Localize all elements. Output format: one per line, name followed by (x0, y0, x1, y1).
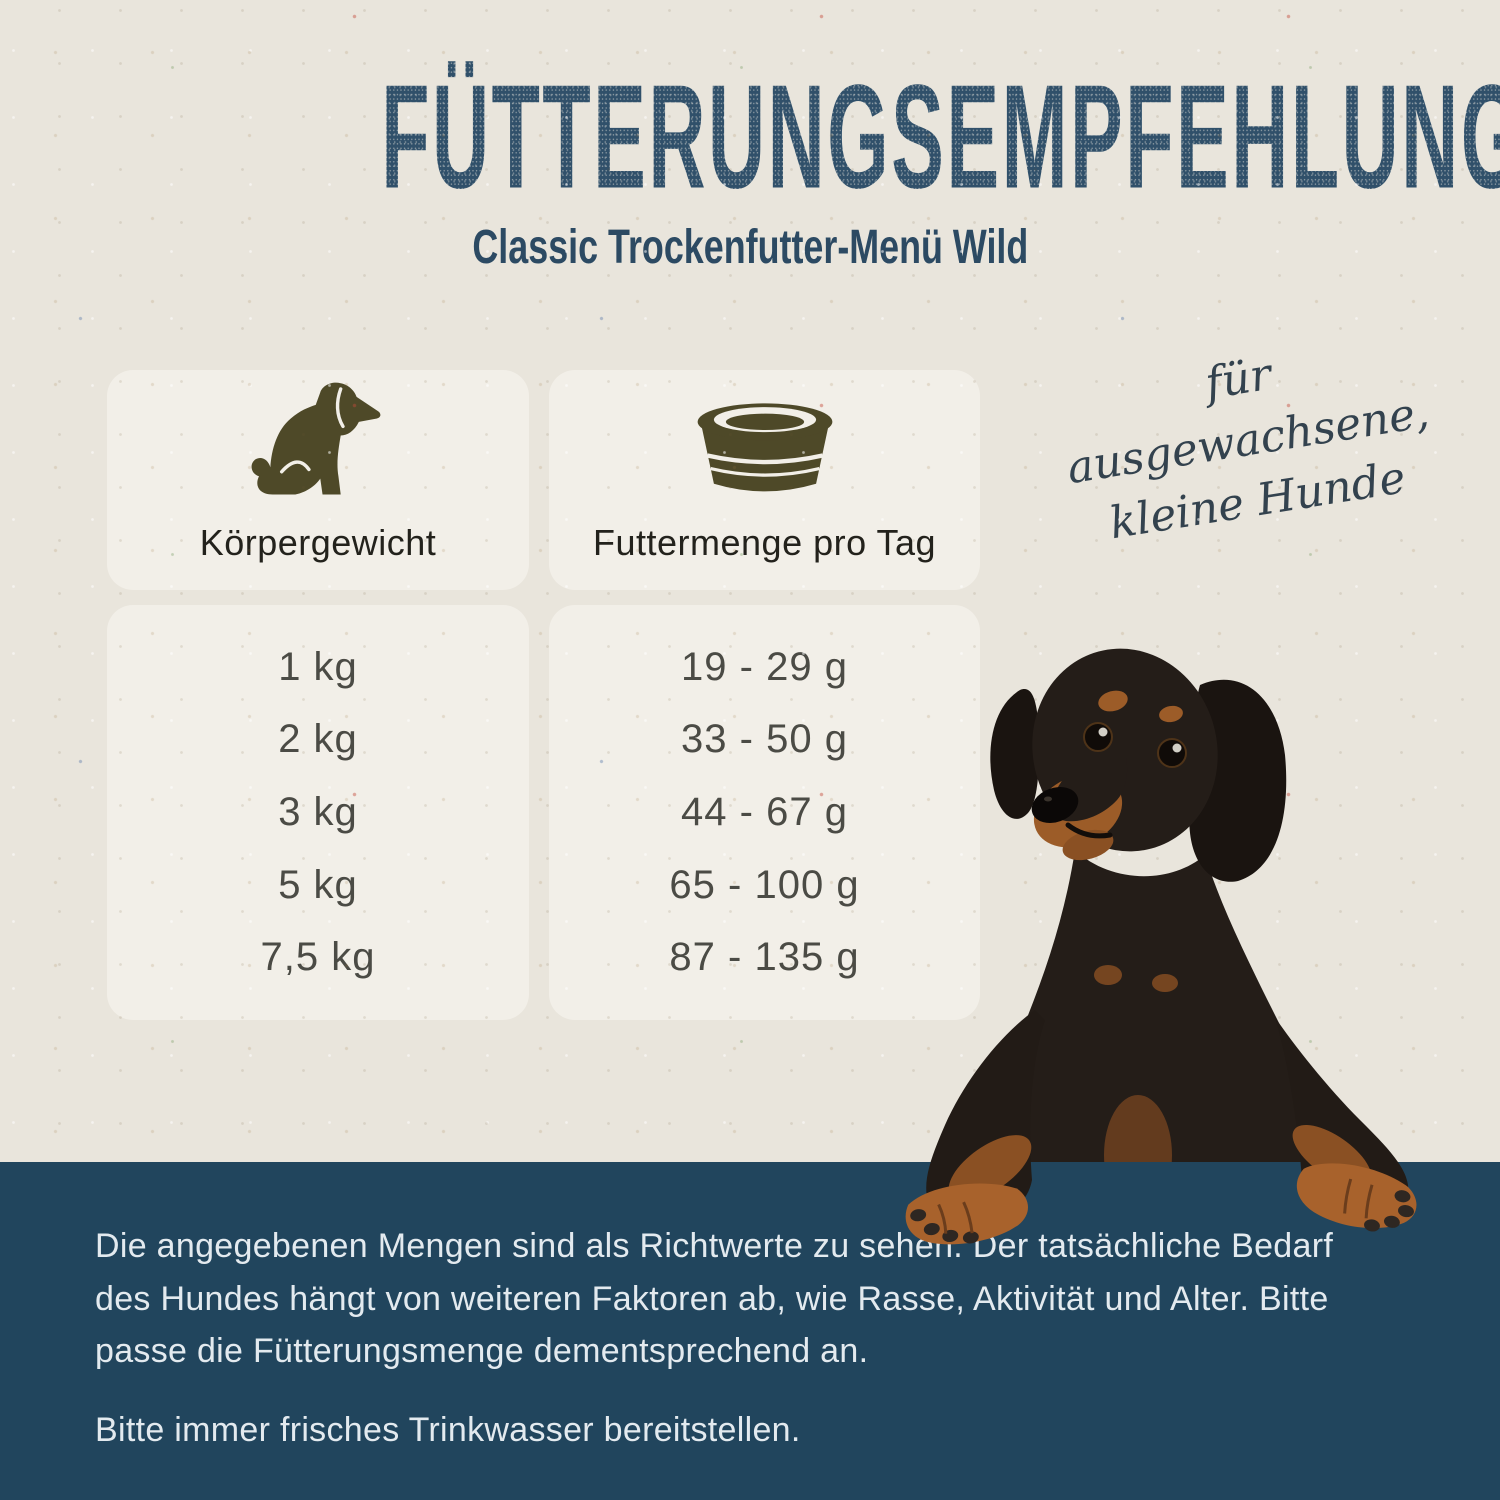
footer-paragraph-2: Bitte immer frisches Trinkwasser bereits… (95, 1411, 801, 1450)
amount-column-label: Futtermenge pro Tag (592, 522, 937, 563)
weight-value-row: 1 kg (278, 644, 358, 689)
amount-value-row: 65 - 100 g (669, 862, 860, 907)
weight-column-header-card: Körpergewicht (107, 370, 529, 590)
footer-note-band: Die angegebenen Mengen sind als Richtwer… (0, 1162, 1500, 1500)
footer-paragraph-1: Die angegebenen Mengen sind als Richtwer… (95, 1220, 1410, 1378)
amount-value-row: 44 - 67 g (681, 789, 848, 834)
footer-p1-line1: Die angegebenen Mengen sind als Richtwer… (95, 1227, 1334, 1265)
amount-value-row: 33 - 50 g (681, 717, 848, 762)
weight-value-row: 7,5 kg (260, 935, 376, 980)
weight-values-card: 1 kg 2 kg 3 kg 5 kg 7,5 kg (107, 605, 529, 1020)
weight-value-row: 5 kg (278, 862, 358, 907)
page-title-text: FÜTTERUNGSEMPFEHLUNG (381, 52, 1500, 222)
page-title: FÜTTERUNGSEMPFEHLUNG (0, 52, 1500, 222)
amount-column-header-card: Futtermenge pro Tag (549, 370, 980, 590)
footer-p1-line2: des Hundes hängt von weiteren Faktoren a… (95, 1279, 1329, 1318)
page-subtitle: Classic Trockenfutter-Menü Wild (0, 218, 1500, 274)
weight-value-row: 3 kg (278, 789, 358, 834)
amount-value-row: 87 - 135 g (669, 935, 860, 980)
weight-column-label: Körpergewicht (199, 522, 437, 563)
footer-p1-line3: passe die Fütterungsmenge dementsprechen… (95, 1332, 869, 1371)
sitting-dog-icon (243, 381, 393, 504)
page-subtitle-text: Classic Trockenfutter-Menü Wild (472, 219, 1028, 274)
amount-value-row: 19 - 29 g (681, 644, 848, 689)
weight-value-row: 2 kg (278, 717, 358, 762)
dog-bowl-icon (690, 399, 840, 504)
dachshund-paws (905, 1010, 1417, 1245)
handwritten-note: für ausgewachsene, kleine Hunde (1036, 318, 1460, 563)
